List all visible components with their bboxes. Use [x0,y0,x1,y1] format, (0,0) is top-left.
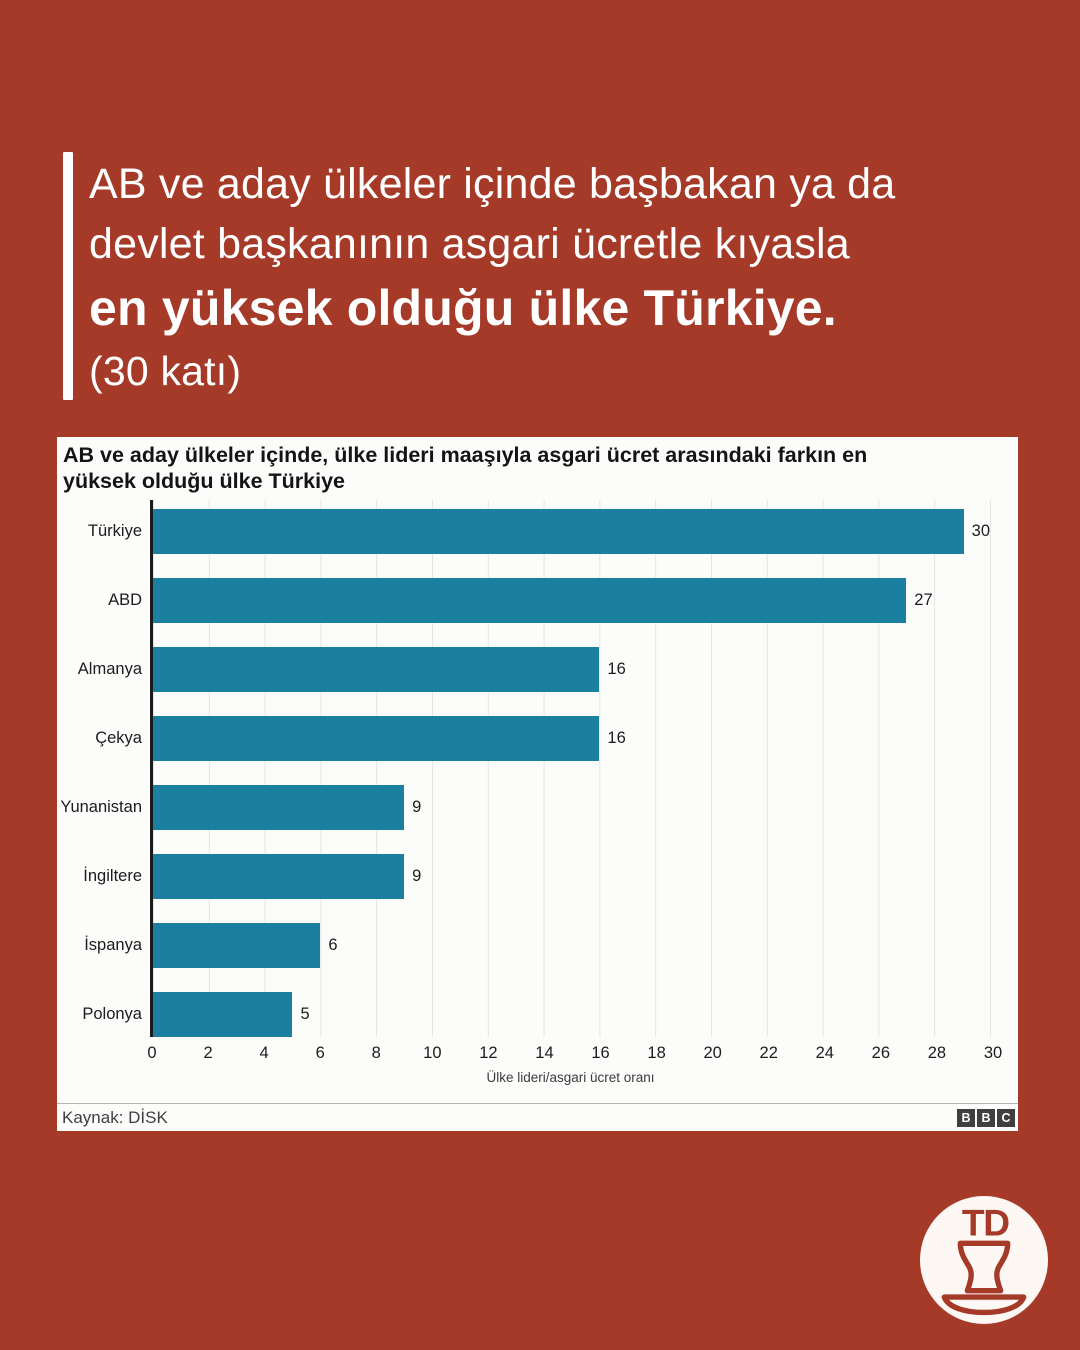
category-label: Polonya [82,1005,142,1023]
x-tick-label: 12 [479,1044,498,1062]
bar [153,509,964,554]
bar-row: Almanya 16 [78,647,990,692]
chart-title: AB ve aday ülkeler içinde, ülke lideri m… [63,442,978,494]
bar-value-label: 5 [300,1005,310,1023]
tea-glass-icon: TD [920,1196,1048,1324]
x-axis-ticks: 0 2 4 6 8 10 12 14 16 18 20 22 24 26 28 30 [147,1044,1002,1064]
headline-line-3: en yüksek olduğu ülke Türkiye. [89,280,837,336]
bar [153,578,907,623]
bar [153,992,293,1037]
bar-value-label: 30 [971,522,990,540]
bar-row: İngiltere 9 [83,854,990,899]
chart-title-line-1: AB ve aday ülkeler içinde, ülke lideri m… [63,443,868,467]
chart-title-line-2: yüksek olduğu ülke Türkiye [63,469,345,493]
x-tick-label: 0 [147,1044,157,1062]
source-text: Kaynak: DİSK [62,1107,168,1127]
category-label: Almanya [77,660,142,678]
bbc-logo-block: C [997,1108,1015,1127]
headline-text: AB ve aday ülkeler içinde başbakan ya da… [89,152,895,400]
bar [153,854,405,899]
category-label: İspanya [84,936,142,954]
bar-row: Türkiye 30 [88,509,990,554]
bar-value-label: 6 [328,936,338,954]
x-tick-label: 6 [315,1044,325,1062]
x-axis-label: Ülke lideri/asgari ücret oranı [486,1070,655,1085]
bar-value-label: 9 [412,867,422,885]
x-tick-label: 14 [535,1044,554,1062]
category-label: Yunanistan [60,798,142,816]
bar-row: ABD 27 [108,578,990,623]
category-label: İngiltere [83,867,142,885]
x-tick-label: 8 [371,1044,381,1062]
bar-value-label: 9 [412,798,422,816]
category-label: Çekya [95,729,142,747]
x-tick-label: 4 [259,1044,269,1062]
bar [153,647,600,692]
bar-row: Polonya 5 [82,992,990,1037]
bar-row: Çekya 16 [95,716,990,761]
x-tick-label: 28 [927,1044,947,1062]
bar-rows: Türkiye 30 ABD 27 Almanya 16 Çekya 16 Yunanistan… [60,509,990,1037]
x-tick-label: 24 [815,1044,834,1062]
bar-row: Yunanistan 9 [60,785,990,830]
x-tick-label: 10 [423,1044,442,1062]
bar [153,785,405,830]
x-tick-label: 20 [703,1044,722,1062]
category-label: ABD [108,591,142,609]
x-tick-label: 2 [203,1044,213,1062]
headline-accent-bar [63,152,73,400]
bbc-logo-block: B [957,1108,975,1127]
x-tick-label: 30 [983,1044,1003,1062]
bar [153,716,600,761]
x-tick-label: 26 [871,1044,891,1062]
bar-plot-area: Türkiye 30 ABD 27 Almanya 16 Çekya 16 Yunanistan… [60,500,991,1037]
logo-text: TD [962,1202,1009,1244]
headline-line-1: AB ve aday ülkeler içinde başbakan ya da [89,160,896,208]
bar-value-label: 16 [607,660,626,678]
category-label: Türkiye [87,522,142,540]
bar-row: İspanya 6 [84,923,990,968]
bar-value-label: 27 [914,591,933,609]
x-tick-label: 16 [591,1044,610,1062]
headline-line-2: devlet başkanının asgari ücretle kıyasla [89,220,850,268]
bar-value-label: 16 [607,729,626,747]
td-brand-logo: TD [920,1196,1048,1324]
x-tick-label: 18 [647,1044,666,1062]
headline-line-4: (30 katı) [89,348,242,394]
bar [153,923,321,968]
bbc-logo-block: B [977,1108,995,1127]
headline-block: AB ve aday ülkeler içinde başbakan ya da… [63,152,895,400]
chart-panel: AB ve aday ülkeler içinde, ülke lideri m… [57,437,1018,1131]
x-tick-label: 22 [759,1044,778,1062]
